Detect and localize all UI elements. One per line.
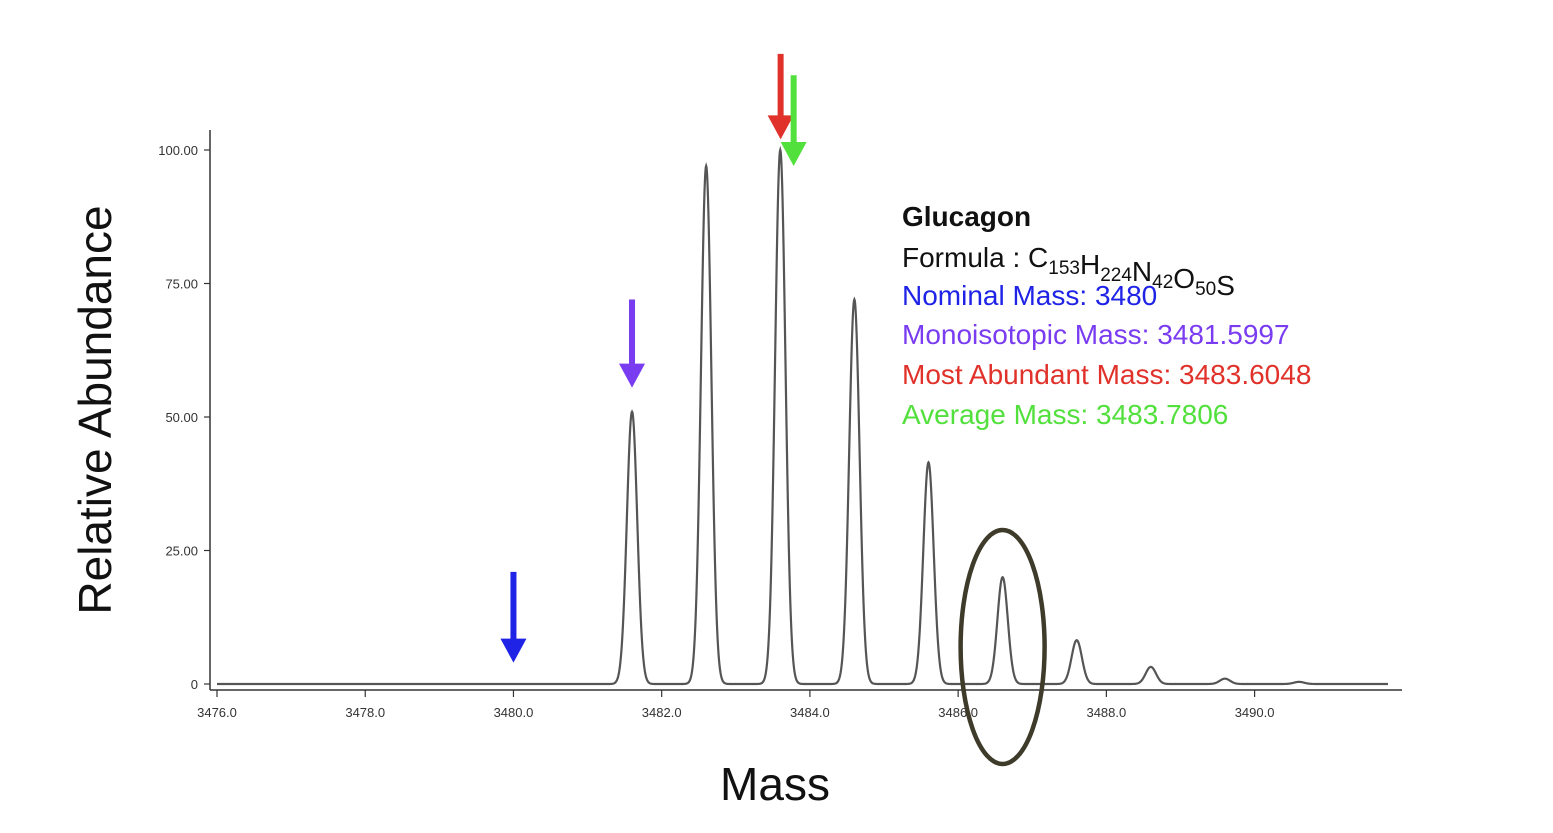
x-tick-label: 3478.0 (345, 705, 385, 720)
formula-element: H (1080, 249, 1100, 280)
x-tick-label: 3484.0 (790, 705, 830, 720)
y-tick-label: 0 (191, 677, 198, 692)
x-tick-label: 3490.0 (1235, 705, 1275, 720)
nominal-mass-label: Nominal Mass: 3480 (902, 280, 1157, 311)
monoisotopic-mass-label: Monoisotopic Mass: 3481.5997 (902, 319, 1290, 350)
x-tick-label: 3476.0 (197, 705, 237, 720)
formula-subscript: 50 (1195, 279, 1216, 300)
compound-info-box: Glucagon Formula : C153H224N42O50S Nomin… (902, 201, 1311, 430)
compound-title: Glucagon (902, 201, 1031, 232)
highlight-ellipse (961, 530, 1045, 764)
x-tick-label: 3480.0 (494, 705, 534, 720)
monoisotopic-mass-arrow (619, 300, 645, 388)
x-tick-label: 3488.0 (1086, 705, 1126, 720)
y-axis-label: Relative Abundance (69, 205, 121, 614)
formula-prefix: Formula : (902, 242, 1028, 273)
formula-subscript: 153 (1048, 258, 1080, 279)
y-tick-label: 75.00 (165, 277, 198, 292)
average-mass-label: Average Mass: 3483.7806 (902, 399, 1228, 430)
most-abundant-mass-arrow (768, 54, 794, 139)
y-tick-label: 50.00 (165, 410, 198, 425)
nominal-mass-arrow (500, 572, 526, 663)
formula-element: O (1173, 263, 1195, 294)
formula-element: C (1028, 242, 1048, 273)
most-abundant-mass-label: Most Abundant Mass: 3483.6048 (902, 359, 1311, 390)
x-tick-label: 3486.0 (938, 705, 978, 720)
formula-element: S (1216, 270, 1235, 301)
y-tick-label: 100.00 (158, 143, 198, 158)
x-tick-label: 3482.0 (642, 705, 682, 720)
y-tick-label: 25.00 (165, 544, 198, 559)
x-axis-label: Mass (720, 758, 830, 810)
